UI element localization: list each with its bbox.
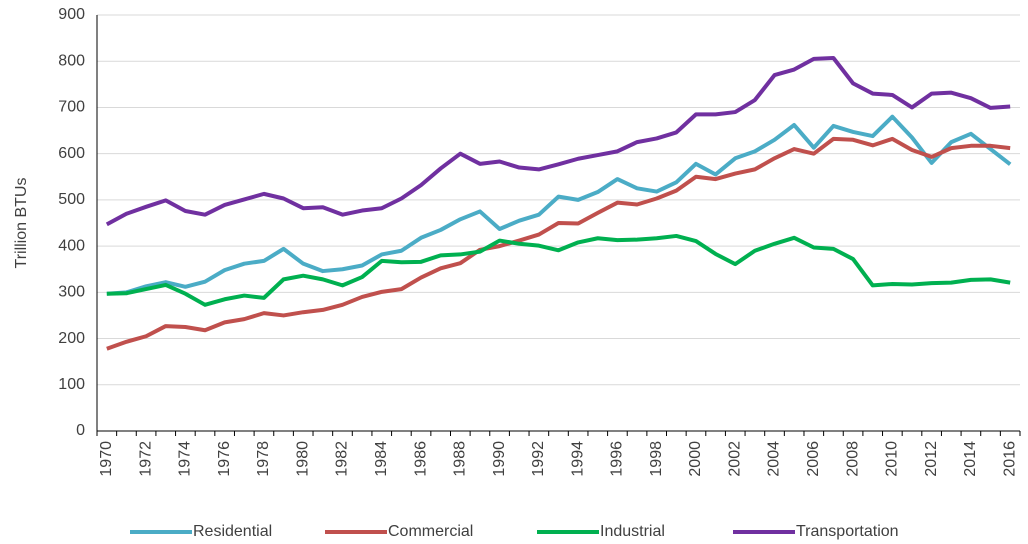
x-tick-label: 1974	[177, 441, 194, 477]
x-tick-label: 1980	[294, 441, 311, 477]
x-tick-label: 1972	[137, 441, 154, 477]
y-tick-label: 900	[58, 6, 85, 23]
x-tick-label: 1970	[98, 441, 115, 477]
x-tick-label: 1998	[648, 441, 665, 477]
x-tick-label: 1992	[530, 441, 547, 477]
x-tick-label: 2010	[884, 441, 901, 477]
series-line	[105, 55, 1011, 227]
x-tick-label: 1978	[255, 441, 272, 477]
y-axis-label: Trillion BTUs	[13, 178, 30, 269]
x-tick-label: 1990	[491, 441, 508, 477]
x-tick-label: 1984	[373, 441, 390, 477]
x-tick-label: 1988	[452, 441, 469, 477]
y-tick-label: 100	[58, 376, 85, 393]
y-tick-label: 300	[58, 284, 85, 301]
x-tick-label: 2014	[962, 441, 979, 477]
x-tick-label: 1976	[216, 441, 233, 477]
x-tick-label: 1982	[334, 441, 351, 477]
y-tick-label: 800	[58, 52, 85, 69]
x-tick-label: 1986	[412, 441, 429, 477]
x-tick-label: 2000	[687, 441, 704, 477]
x-tick-label: 2008	[844, 441, 861, 477]
x-tick-label: 1996	[609, 441, 626, 477]
x-tick-label: 2012	[923, 441, 940, 477]
x-tick-label: 2016	[1001, 441, 1018, 477]
series-line	[106, 136, 1011, 351]
y-tick-label: 400	[58, 237, 85, 254]
legend-label: Industrial	[600, 523, 665, 540]
series-line	[106, 114, 1012, 296]
x-tick-label: 2002	[726, 441, 743, 477]
x-tick-label: 1994	[569, 441, 586, 477]
y-tick-label: 200	[58, 330, 85, 347]
x-tick-label: 2004	[766, 441, 783, 477]
legend-label: Commercial	[388, 523, 473, 540]
y-tick-label: 500	[58, 191, 85, 208]
series-line	[106, 233, 1011, 307]
y-tick-label: 600	[58, 145, 85, 162]
x-tick-label: 2006	[805, 441, 822, 477]
legend-label: Transportation	[796, 523, 899, 540]
legend-label: Residential	[193, 523, 272, 540]
y-tick-label: 0	[76, 422, 85, 439]
y-tick-label: 700	[58, 99, 85, 116]
